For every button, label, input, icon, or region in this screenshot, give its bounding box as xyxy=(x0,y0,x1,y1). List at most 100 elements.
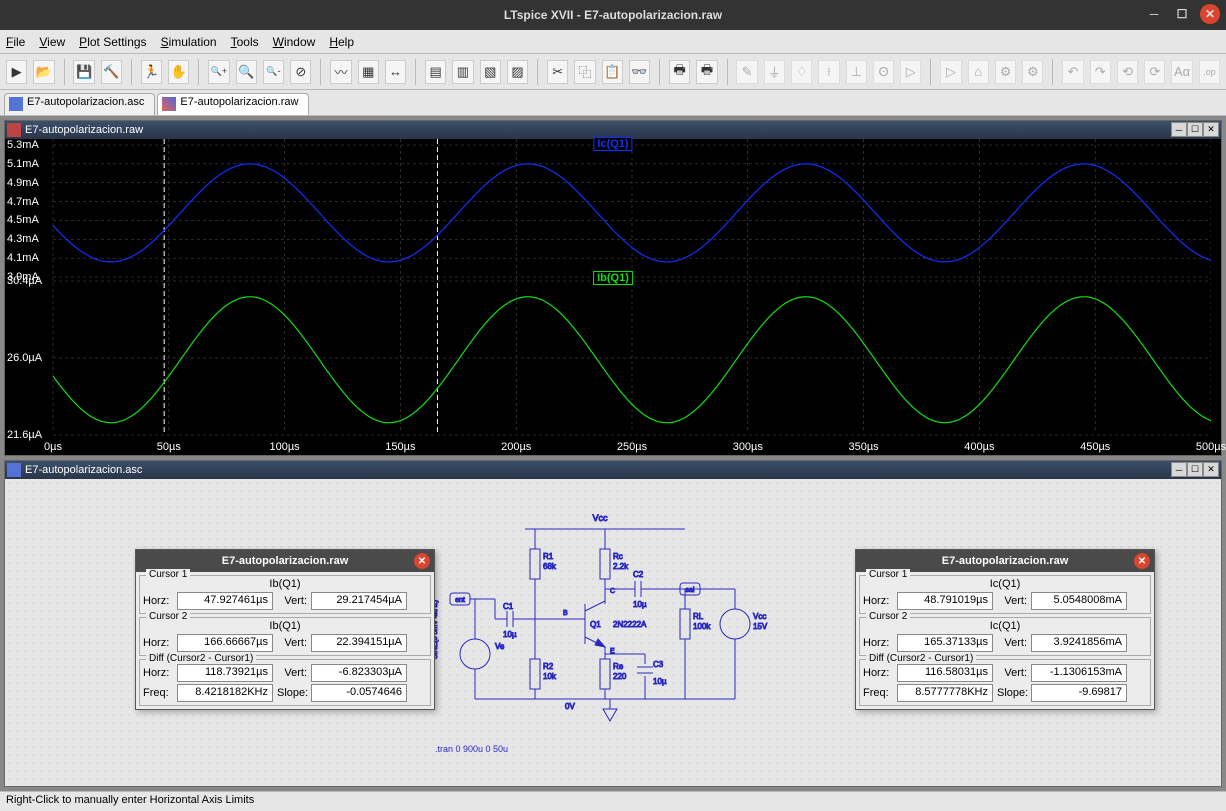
toolbar-ind-button[interactable]: ʘ xyxy=(873,60,894,84)
toolbar-find-button[interactable]: 👓 xyxy=(629,60,650,84)
waveform-viewer[interactable]: 5.3mA5.1mA4.9mA4.7mA4.5mA4.3mA4.1mA3.9mA… xyxy=(5,139,1221,455)
toolbar-print2-button[interactable]: 🖶 xyxy=(696,60,717,84)
tab-raw[interactable]: E7-autopolarizacion.raw xyxy=(157,93,309,115)
toolbar-d2-button[interactable]: ▷ xyxy=(940,60,961,84)
toolbar-tile-h-button[interactable]: ▤ xyxy=(425,60,446,84)
panel-minimize-button[interactable]: ─ xyxy=(1171,122,1187,137)
plot-panel: E7-autopolarizacion.raw ─ ☐ ✕ 5.3mA5.1mA… xyxy=(4,120,1222,456)
section-label: Diff (Cursor2 - Cursor1) xyxy=(866,653,976,664)
toolbar-run-button[interactable]: 🏃 xyxy=(141,60,162,84)
menu-help[interactable]: Help xyxy=(329,35,354,49)
cursor1-horz-value[interactable]: 47.927461µs xyxy=(177,592,273,610)
minimize-button[interactable]: ─ xyxy=(1144,4,1164,24)
toolbar-new-button[interactable]: ▶ xyxy=(6,60,27,84)
toolbar-print-button[interactable]: 🖶 xyxy=(669,60,690,84)
toolbar-undo-button[interactable]: ↶ xyxy=(1062,60,1083,84)
cursor2-horz-value[interactable]: 165.37133µs xyxy=(897,634,993,652)
toolbar-cap-button[interactable]: ⊥ xyxy=(846,60,867,84)
cursor1-vert-value[interactable]: 5.0548008mA xyxy=(1031,592,1127,610)
close-button[interactable]: ✕ xyxy=(1200,4,1220,24)
toolbar-splice-button[interactable]: ⚙ xyxy=(995,60,1016,84)
svg-text:10µ: 10µ xyxy=(633,600,647,609)
trace-label[interactable]: Ib(Q1) xyxy=(593,271,633,285)
svg-text:10µ: 10µ xyxy=(503,630,517,639)
cursor2-vert-value[interactable]: 22.394151µA xyxy=(311,634,407,652)
toolbar-redo-button[interactable]: ↷ xyxy=(1090,60,1111,84)
panel-maximize-button[interactable]: ☐ xyxy=(1187,462,1203,477)
y-tick: 5.3mA xyxy=(7,139,39,151)
toolbar-op-button[interactable]: .op xyxy=(1199,60,1220,84)
cursor2-horz-value[interactable]: 166.66667µs xyxy=(177,634,273,652)
schematic-editor[interactable]: Vcc R1 68k Rc 2.2k C2 10µ sal RL 100k Vc… xyxy=(5,479,1221,786)
cursor1-vert-value[interactable]: 29.217454µA xyxy=(311,592,407,610)
circuit-drawing[interactable]: Vcc R1 68k Rc 2.2k C2 10µ sal RL 100k Vc… xyxy=(435,509,775,749)
tab-sch[interactable]: E7-autopolarizacion.asc xyxy=(4,93,155,115)
panel-close-button[interactable]: ✕ xyxy=(1203,462,1219,477)
diff-horz-value[interactable]: 118.73921µs xyxy=(177,664,273,682)
toolbar-cascade-button[interactable]: ▧ xyxy=(480,60,501,84)
toolbar-spice-button[interactable]: ⚙ xyxy=(1022,60,1043,84)
trace-label[interactable]: Ic(Q1) xyxy=(593,137,632,151)
menu-file[interactable]: File xyxy=(6,35,25,49)
diff-section: Diff (Cursor2 - Cursor1) Horz: 118.73921… xyxy=(139,659,431,706)
svg-text:10µ: 10µ xyxy=(653,677,667,686)
toolbar-zoom-x-button[interactable]: ⊘ xyxy=(290,60,311,84)
menu-simulation[interactable]: Simulation xyxy=(161,35,217,49)
svg-text:Vcc: Vcc xyxy=(753,612,766,621)
cursor-readout-window[interactable]: E7-autopolarizacion.raw ✕ Cursor 1 Ic(Q1… xyxy=(855,549,1155,710)
menu-tools[interactable]: Tools xyxy=(231,35,259,49)
toolbar-copy-button[interactable]: ⿻ xyxy=(574,60,595,84)
svg-text:Re: Re xyxy=(613,662,624,671)
diff-slope-value[interactable]: -0.0574646 xyxy=(311,684,407,702)
diff-freq-value[interactable]: 8.5777778KHz xyxy=(897,684,993,702)
vert-label: Vert: xyxy=(997,637,1027,649)
toolbar-zoom-fit-button[interactable]: 🔍- xyxy=(263,60,284,84)
toolbar-grid-button[interactable]: ▦ xyxy=(358,60,379,84)
cursor1-horz-value[interactable]: 48.791019µs xyxy=(897,592,993,610)
diff-vert-value[interactable]: -6.823303µA xyxy=(311,664,407,682)
diff-freq-value[interactable]: 8.4218182KHz xyxy=(177,684,273,702)
x-tick: 150µs xyxy=(385,441,415,453)
toolbar-wire-button[interactable]: ✎ xyxy=(736,60,757,84)
toolbar-windows-button[interactable]: ▨ xyxy=(507,60,528,84)
toolbar-text-button[interactable]: Aα xyxy=(1171,60,1192,84)
schematic-panel-header[interactable]: E7-autopolarizacion.asc ─ ☐ ✕ xyxy=(5,461,1221,479)
toolbar-ground-button[interactable]: ⏚ xyxy=(764,60,785,84)
close-icon[interactable]: ✕ xyxy=(1134,553,1150,569)
spice-directive[interactable]: .tran 0 900u 0 50u xyxy=(435,744,508,754)
toolbar-paste-button[interactable]: 📋 xyxy=(602,60,623,84)
toolbar-rot-button[interactable]: ⟲ xyxy=(1117,60,1138,84)
toolbar-measure-button[interactable]: ↔ xyxy=(385,60,406,84)
panel-maximize-button[interactable]: ☐ xyxy=(1187,122,1203,137)
toolbar-comp-button[interactable]: ⌂ xyxy=(968,60,989,84)
diff-vert-value[interactable]: -1.1306153mA xyxy=(1031,664,1127,682)
svg-text:Ve: Ve xyxy=(495,642,505,651)
cursor-readout-window[interactable]: E7-autopolarizacion.raw ✕ Cursor 1 Ib(Q1… xyxy=(135,549,435,710)
close-icon[interactable]: ✕ xyxy=(414,553,430,569)
toolbar-mir-button[interactable]: ⟳ xyxy=(1144,60,1165,84)
maximize-button[interactable]: ☐ xyxy=(1172,4,1192,24)
toolbar-autorange-button[interactable]: 〰 xyxy=(330,60,351,84)
toolbar-zoom-in-button[interactable]: 🔍+ xyxy=(208,60,229,84)
toolbar-open-button[interactable]: 📂 xyxy=(33,60,54,84)
toolbar-halt-button[interactable]: ✋ xyxy=(168,60,189,84)
menu-view[interactable]: View xyxy=(39,35,65,49)
menu-plot-settings[interactable]: Plot Settings xyxy=(79,35,146,49)
toolbar-diode-button[interactable]: ▷ xyxy=(900,60,921,84)
toolbar-res-button[interactable]: ⟊ xyxy=(818,60,839,84)
panel-minimize-button[interactable]: ─ xyxy=(1171,462,1187,477)
diff-slope-value[interactable]: -9.69817 xyxy=(1031,684,1127,702)
menu-window[interactable]: Window xyxy=(273,35,316,49)
toolbar-save-button[interactable]: 💾 xyxy=(73,60,94,84)
diff-horz-value[interactable]: 116.58031µs xyxy=(897,664,993,682)
toolbar-zoom-out-button[interactable]: 🔍 xyxy=(236,60,257,84)
cursor2-vert-value[interactable]: 3.9241856mA xyxy=(1031,634,1127,652)
toolbar-cut-button[interactable]: ✂ xyxy=(547,60,568,84)
toolbar-net-button[interactable]: ♢ xyxy=(791,60,812,84)
slope-label: Slope: xyxy=(997,687,1027,699)
toolbar-tile-v-button[interactable]: ▥ xyxy=(452,60,473,84)
toolbar-hammer-button[interactable]: 🔨 xyxy=(101,60,122,84)
panel-close-button[interactable]: ✕ xyxy=(1203,122,1219,137)
svg-text:220: 220 xyxy=(613,672,627,681)
sch-icon xyxy=(9,97,23,111)
